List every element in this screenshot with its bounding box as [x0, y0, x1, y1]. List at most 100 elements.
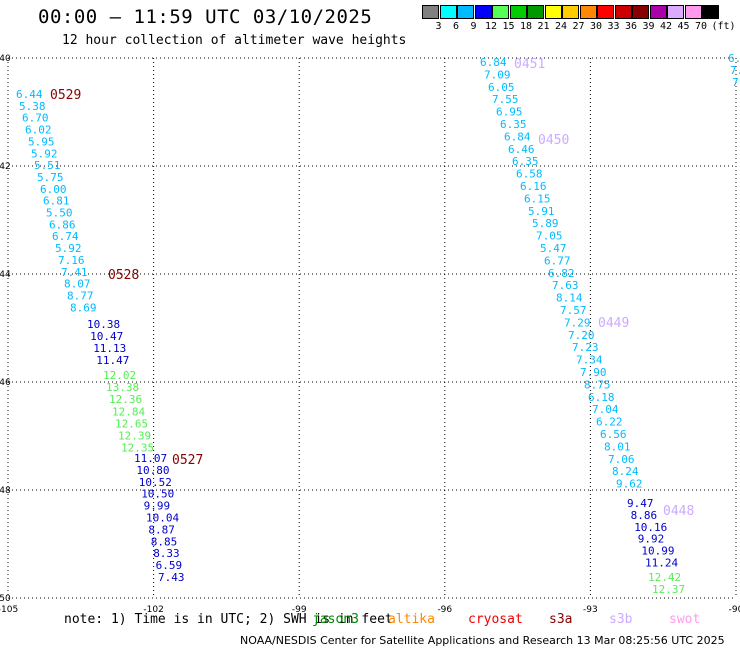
- wave-height-value: 11.07: [134, 452, 167, 465]
- wave-height-value: 6.86: [49, 218, 76, 231]
- lon-label: -99: [292, 605, 307, 615]
- legend-swatch: [457, 5, 474, 19]
- wave-height-value: 5.92: [31, 147, 58, 160]
- wave-height-value: 5.38: [19, 100, 46, 113]
- map-subtitle: 12 hour collection of altimeter wave hei…: [62, 33, 407, 48]
- wave-height-value: 7.34: [576, 354, 603, 367]
- map-title: 00:00 – 11:59 UTC 03/10/2025: [38, 6, 373, 28]
- wave-height-value: 8.87: [148, 523, 175, 536]
- wave-height-value: 6.9: [728, 52, 740, 65]
- legend-label: 21: [537, 21, 550, 32]
- wave-height-value: 10.04: [146, 512, 179, 525]
- pass-label: 0450: [538, 133, 569, 148]
- wave-height-value: 8.33: [153, 547, 180, 560]
- wave-height-value: 6.77: [544, 254, 571, 267]
- wave-height-value: 7.23: [572, 341, 599, 354]
- wave-height-value: 5.91: [528, 205, 555, 218]
- lat-label: -46: [0, 378, 11, 388]
- legend-swatch: [597, 5, 614, 19]
- wave-height-value: 6.05: [488, 81, 515, 94]
- wave-height-value: 5.75: [37, 171, 64, 184]
- legend-label: 24: [554, 21, 568, 32]
- legend-label: 18: [519, 21, 533, 32]
- wave-height-value: 8.77: [67, 289, 94, 302]
- pass-label: 0448: [663, 504, 694, 519]
- wave-height-value: 7.09: [484, 68, 511, 81]
- wave-height-value: 6.44: [16, 88, 43, 101]
- legend-swatch: [667, 5, 684, 19]
- legend-swatch: [649, 5, 667, 19]
- wave-height-value: 6.35: [500, 118, 527, 131]
- legend-label: 45: [677, 21, 690, 32]
- wave-height-value: 7.06: [608, 453, 635, 466]
- wave-height-value: 7.55: [492, 93, 519, 106]
- legend-label: 3: [435, 21, 442, 32]
- satellite-label: swot: [669, 612, 701, 627]
- legend-swatch: [614, 5, 632, 19]
- wave-height-value: 7.: [730, 64, 740, 77]
- wave-height-value: 12.02: [103, 369, 136, 382]
- legend-label: 70: [694, 21, 708, 32]
- wave-height-value: 7: [732, 76, 739, 89]
- wave-height-value: 10.38: [87, 318, 120, 331]
- wave-height-value: 7.05: [536, 230, 563, 243]
- lon-label: -93: [583, 605, 598, 615]
- wave-height-value: 6.16: [520, 180, 547, 193]
- wave-height-value: 9.47: [627, 497, 654, 510]
- legend-swatch: [579, 5, 597, 19]
- wave-height-value: 8.85: [151, 535, 178, 548]
- wave-height-value: 7.20: [568, 329, 595, 342]
- wave-height-value: 10.80: [136, 464, 169, 477]
- wave-height-value: 10.99: [641, 545, 674, 558]
- legend-swatch: [509, 5, 527, 19]
- wave-height-value: 12.84: [112, 405, 145, 418]
- wave-height-value: 9.99: [144, 500, 171, 513]
- wave-height-value: 6.15: [524, 192, 551, 205]
- wave-height-value: 8.01: [604, 440, 631, 453]
- pass-label: 0451: [514, 57, 545, 72]
- wave-height-value: 12.36: [109, 393, 142, 406]
- wave-height-value: 5.51: [34, 159, 61, 172]
- wave-height-value: 9.92: [638, 533, 665, 546]
- lat-label: -44: [0, 270, 11, 280]
- satellite-label: altika: [388, 612, 435, 627]
- satellite-label: cryosat: [468, 612, 523, 627]
- wave-height-value: 7.41: [61, 266, 88, 279]
- wave-height-value: 8.14: [556, 292, 583, 305]
- legend-swatch: [702, 5, 719, 19]
- legend-label: 36: [624, 21, 638, 32]
- legend-label: 6: [452, 21, 460, 32]
- lat-label: -40: [0, 54, 11, 64]
- wave-height-value: 10.16: [634, 521, 667, 534]
- legend-label: 12: [484, 21, 498, 32]
- legend-swatch: [562, 5, 579, 19]
- lat-label: -42: [0, 162, 11, 172]
- wave-height-value: 12.42: [648, 571, 681, 584]
- wave-height-value: 6.56: [600, 428, 627, 441]
- lon-label: -105: [0, 605, 18, 615]
- legend-swatch: [544, 5, 562, 19]
- wave-height-value: 12.39: [118, 430, 151, 443]
- pass-label: 0529: [50, 88, 81, 103]
- wave-height-value: 6.74: [52, 230, 79, 243]
- wave-height-value: 12.35: [121, 442, 154, 455]
- legend-label: 27: [572, 21, 585, 32]
- pass-label: 0527: [172, 453, 203, 468]
- satellite-label: s3a: [549, 612, 573, 627]
- legend-label: 9: [470, 21, 477, 32]
- wave-height-value: 8.69: [70, 301, 97, 314]
- lon-label: -102: [143, 605, 163, 615]
- wave-height-value: 6.18: [588, 391, 615, 404]
- legend-label: 42: [659, 21, 673, 32]
- wave-height-value: 6.70: [22, 112, 49, 125]
- wave-height-value: 8.75: [584, 378, 611, 391]
- pass-label: 0528: [108, 268, 139, 283]
- wave-height-value: 8.24: [612, 465, 639, 478]
- wave-height-value: 12.65: [115, 417, 148, 430]
- wave-height-value: 5.50: [46, 207, 73, 220]
- wave-height-value: 6.22: [596, 416, 623, 429]
- legend-label: 15: [502, 21, 515, 32]
- wave-height-value: 7.90: [580, 366, 607, 379]
- legend-swatch: [632, 5, 649, 19]
